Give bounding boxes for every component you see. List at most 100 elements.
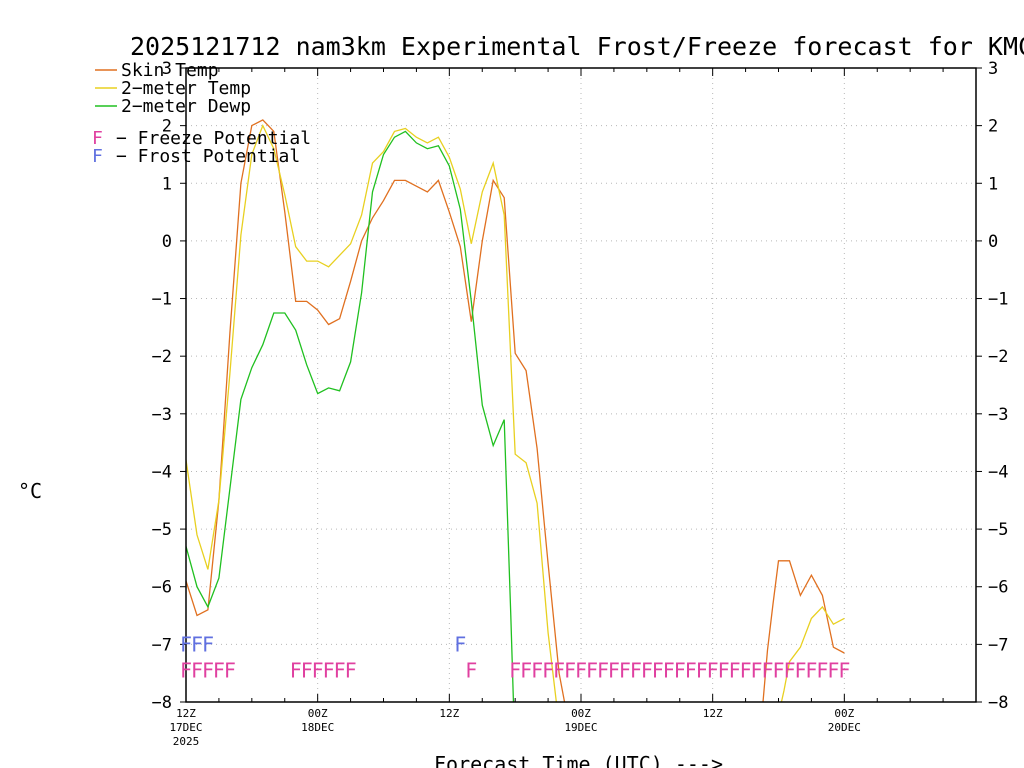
freeze-marker: F [542,658,554,682]
freeze-marker: F [202,658,214,682]
x-tick-hour: 12Z [439,707,459,720]
freeze-marker: F [608,658,620,682]
legend-potential-text: − Freeze Potential [116,128,311,149]
freeze-marker: F [762,658,774,682]
grid [186,68,976,702]
y-tick-label-left: −4 [152,462,172,482]
y-tick-label-left: 2 [162,117,172,137]
freeze-marker: F [597,658,609,682]
frost-marker: F [454,632,466,656]
legend-potential-text: − Frost Potential [116,146,300,167]
y-tick-label-left: −1 [152,290,172,310]
y-tick-label-left: −5 [152,520,172,540]
freeze-marker: F [652,658,664,682]
x-axis-label: Forecast Time (UTC) ---> [434,752,723,768]
x-tick-date: 17DEC [169,721,202,734]
x-tick-hour: 12Z [176,707,196,720]
y-tick-label-right: 3 [988,59,998,79]
y-tick-label-right: −1 [988,290,1008,310]
freeze-marker: F [619,658,631,682]
freeze-marker: F [531,658,543,682]
freeze-marker: F [312,658,324,682]
freeze-marker: F [783,658,795,682]
freeze-marker: F [751,658,763,682]
frost-marker: F [180,632,192,656]
freeze-marker: F [663,658,675,682]
x-tick-date: 19DEC [564,721,597,734]
freeze-marker: F [224,658,236,682]
series-line-2-meter-temp [186,123,845,702]
freeze-marker: F [718,658,730,682]
freeze-marker: F [465,658,477,682]
freeze-marker: F [794,658,806,682]
series-line-skin-temp [186,119,845,702]
freeze-marker: F [180,658,192,682]
legend-potential-letter: F [92,146,103,167]
y-tick-label-left: −7 [152,635,172,655]
x-tick-hour: 00Z [308,707,328,720]
series-lines [186,119,845,702]
y-tick-label-right: −8 [988,693,1008,713]
y-tick-label-left: −3 [152,405,172,425]
x-tick-hour: 00Z [834,707,854,720]
freeze-marker: F [740,658,752,682]
legend-potential-letter: F [92,128,103,149]
y-tick-label-left: 3 [162,59,172,79]
y-tick-label-left: 1 [162,174,172,194]
freeze-marker: F [696,658,708,682]
frost-marker: F [202,632,214,656]
y-tick-label-right: −4 [988,462,1008,482]
legend-label-2-meter-dewp: 2−meter Dewp [121,96,251,117]
freeze-marker: F [290,658,302,682]
freeze-marker: F [323,658,335,682]
y-tick-label-left: −8 [152,693,172,713]
series-line-2-meter-dewp [186,130,515,702]
y-tick-label-left: −2 [152,347,172,367]
x-tick-hour: 00Z [571,707,591,720]
x-tick-hour: 12Z [703,707,723,720]
freeze-marker: F [213,658,225,682]
x-tick-year: 2025 [173,735,200,748]
freeze-marker: F [707,658,719,682]
y-tick-label-right: −6 [988,578,1008,598]
freeze-marker: F [805,658,817,682]
y-tick-label-left: 0 [162,232,172,252]
freeze-marker: F [334,658,346,682]
chart-title: 2025121712 nam3km Experimental Frost/Fre… [130,32,1024,61]
freeze-marker: F [575,658,587,682]
y-tick-label-right: −7 [988,635,1008,655]
x-tick-date: 18DEC [301,721,334,734]
freeze-marker: F [729,658,741,682]
freeze-marker: F [773,658,785,682]
y-tick-label-right: −3 [988,405,1008,425]
freeze-marker: F [641,658,653,682]
legend-label-skin-temp: Skin Temp [121,60,219,81]
frost-marker: F [191,632,203,656]
y-tick-label-right: 0 [988,232,998,252]
y-tick-label-right: −2 [988,347,1008,367]
freeze-marker: F [520,658,532,682]
freeze-marker: F [553,658,565,682]
freeze-marker: F [586,658,598,682]
axes: 3 3 2 2 1 1 0 0 −1 −1 −2 −2 −3 −3 −4 −4 −5 −5 −6 −6 −7 −7 −8 −8… [152,59,1009,748]
freeze-marker: F [301,658,313,682]
freeze-marker: F [674,658,686,682]
x-tick-date: 20DEC [828,721,861,734]
legend-label-2-meter-temp: 2−meter Temp [121,78,251,99]
y-tick-label-right: −5 [988,520,1008,540]
freeze-marker: F [345,658,357,682]
freeze-marker: F [191,658,203,682]
y-tick-label-left: −6 [152,578,172,598]
freeze-marker: F [838,658,850,682]
freeze-marker: F [827,658,839,682]
freeze-marker: F [564,658,576,682]
freeze-marker: F [630,658,642,682]
y-axis-label: °C [18,479,42,503]
y-tick-label-right: 1 [988,174,998,194]
y-tick-label-right: 2 [988,117,998,137]
freeze-marker: F [816,658,828,682]
freeze-marker: F [685,658,697,682]
